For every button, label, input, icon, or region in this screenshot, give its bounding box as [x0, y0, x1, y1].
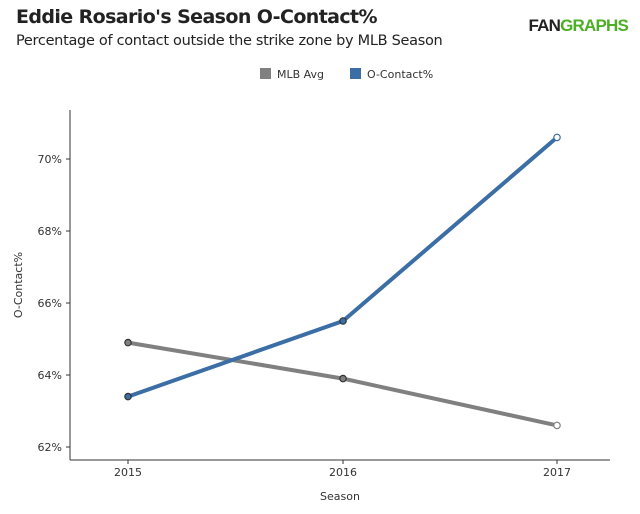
legend-swatch — [260, 68, 271, 79]
chart-subtitle: Percentage of contact outside the strike… — [16, 33, 443, 49]
logo-graphs: GRAPHS — [560, 16, 629, 35]
legend-swatch — [350, 68, 361, 79]
y-tick-label: 64% — [38, 369, 62, 382]
y-tick-label: 66% — [38, 297, 62, 310]
legend-label: O-Contact% — [367, 68, 433, 81]
x-tick-label: 2015 — [114, 466, 142, 479]
y-tick-label: 62% — [38, 441, 62, 454]
series-line — [127, 340, 558, 428]
data-point — [339, 374, 347, 383]
data-point — [124, 338, 132, 347]
data-point — [339, 317, 347, 325]
data-point — [553, 421, 561, 430]
y-tick-label: 68% — [38, 225, 62, 238]
data-point — [124, 392, 132, 401]
series-line — [127, 135, 559, 399]
y-axis-label: O-Contact% — [12, 252, 25, 318]
y-tick-label: 70% — [38, 153, 62, 166]
logo-fan: FAN — [528, 16, 561, 35]
chart-title: Eddie Rosario's Season O-Contact% — [16, 6, 378, 28]
x-axis-label: Season — [320, 490, 360, 503]
legend-label: MLB Avg — [277, 68, 324, 81]
fangraphs-logo: FANGRAPHS — [528, 16, 628, 36]
data-point — [553, 133, 561, 142]
x-tick-label: 2016 — [329, 466, 357, 479]
x-tick-label: 2017 — [543, 466, 571, 479]
